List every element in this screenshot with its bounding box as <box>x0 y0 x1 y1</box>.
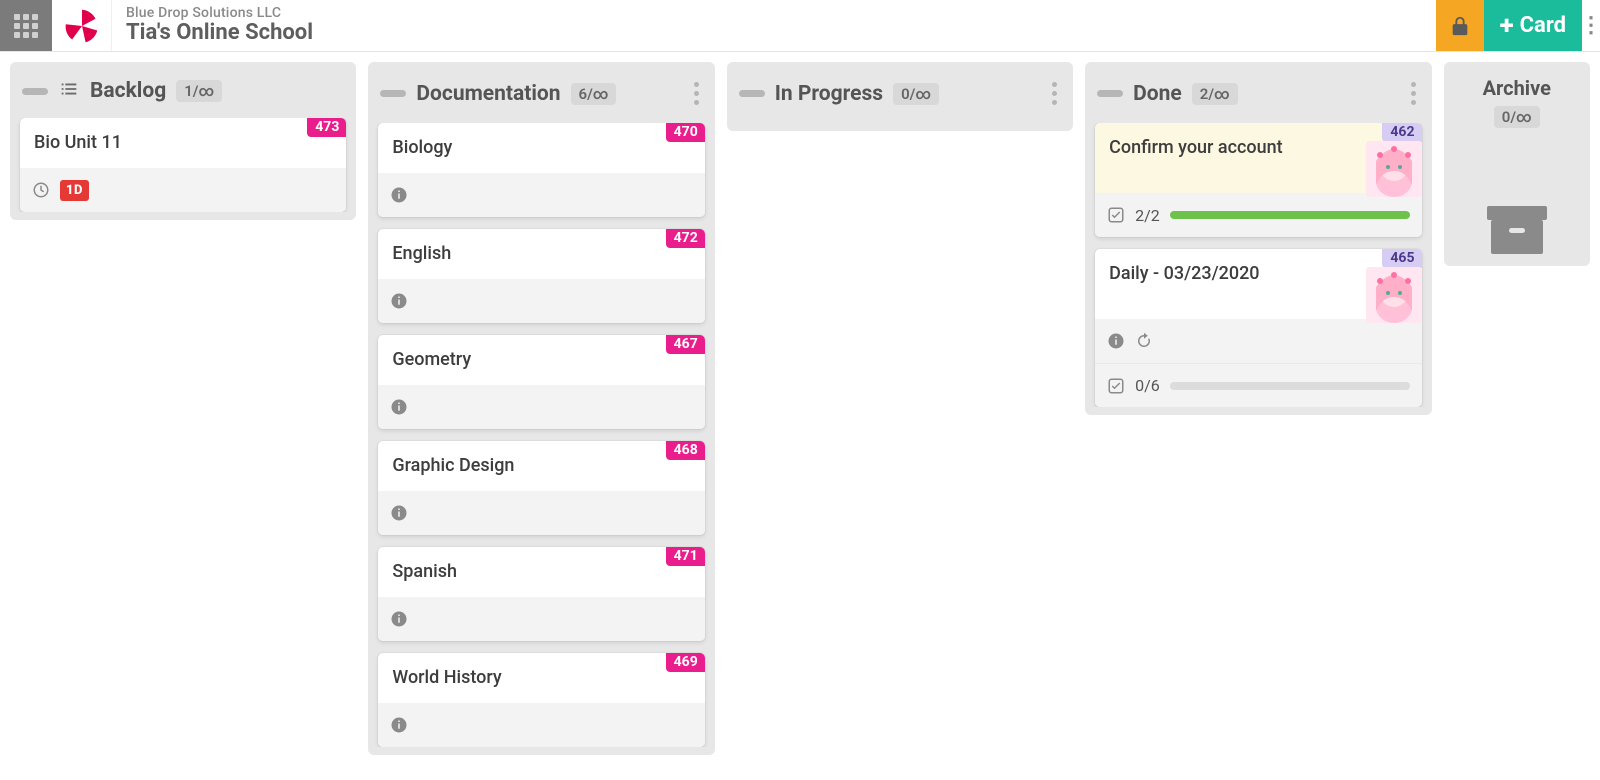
recurring-icon <box>1135 332 1153 350</box>
info-icon[interactable] <box>1107 332 1125 350</box>
card-id-badge: 471 <box>666 547 705 566</box>
due-badge: 1D <box>60 180 89 201</box>
column-count: 0/∞ <box>1494 106 1540 128</box>
kanban-card[interactable]: Bio Unit 11473 1D <box>20 118 346 212</box>
column-count: 2/∞ <box>1192 83 1238 105</box>
card-list: Biology470 English472 Geometry467 Graphic D… <box>368 123 714 747</box>
card-id-badge: 472 <box>666 229 705 248</box>
column-count: 0/∞ <box>893 83 939 105</box>
column-done: Done 2/∞ Confirm your account462 2/2 Daily… <box>1085 62 1431 415</box>
card-title: Confirm your account <box>1109 137 1407 158</box>
card-id-badge: 462 <box>1382 123 1421 142</box>
clock-icon <box>32 181 50 199</box>
info-icon[interactable] <box>390 610 408 628</box>
checklist-icon <box>1107 377 1125 395</box>
column-documentation: Documentation 6/∞ Biology470 English472 Ge… <box>368 62 714 755</box>
apps-grid-icon <box>14 14 38 38</box>
card-id-badge: 467 <box>666 335 705 354</box>
info-icon[interactable] <box>390 504 408 522</box>
add-card-button[interactable]: + Card <box>1484 0 1582 51</box>
kanban-card[interactable]: Confirm your account462 2/2 <box>1095 123 1421 237</box>
org-name: Blue Drop Solutions LLC <box>126 5 1422 21</box>
card-title: Daily - 03/23/2020 <box>1109 263 1407 284</box>
lock-icon <box>1449 15 1471 37</box>
card-id-badge: 468 <box>666 441 705 460</box>
card-id-badge: 470 <box>666 123 705 142</box>
drag-handle-icon[interactable] <box>1097 90 1123 97</box>
progress-bar <box>1170 382 1410 390</box>
column-header[interactable]: Backlog 1/∞ <box>10 62 356 118</box>
column-header: Archive 0/∞ <box>1444 62 1590 142</box>
checklist-count: 2/2 <box>1135 206 1160 225</box>
list-icon <box>58 78 80 104</box>
column-count: 1/∞ <box>176 80 222 102</box>
card-title: World History <box>392 667 690 688</box>
card-title: Spanish <box>392 561 690 582</box>
assignee-avatar[interactable] <box>1366 267 1422 323</box>
lock-button[interactable] <box>1436 0 1484 51</box>
card-list: Confirm your account462 2/2 Daily - 03/23/… <box>1085 123 1431 407</box>
column-count: 6/∞ <box>571 83 617 105</box>
column-title: Documentation <box>416 82 560 106</box>
card-id-badge: 469 <box>666 653 705 672</box>
info-icon[interactable] <box>390 292 408 310</box>
kanban-card[interactable]: Graphic Design468 <box>378 441 704 535</box>
column-in-progress: In Progress 0/∞ <box>727 62 1073 131</box>
kanban-card[interactable]: World History469 <box>378 653 704 747</box>
board-title-block[interactable]: Blue Drop Solutions LLC Tia's Online Sch… <box>112 0 1436 51</box>
kanban-card[interactable]: English472 <box>378 229 704 323</box>
column-header[interactable]: Done 2/∞ <box>1085 62 1431 123</box>
drag-handle-icon[interactable] <box>22 88 48 95</box>
column-title: Backlog <box>90 79 166 103</box>
column-menu-button[interactable] <box>1048 78 1061 109</box>
app-header: Blue Drop Solutions LLC Tia's Online Sch… <box>0 0 1600 52</box>
app-logo[interactable] <box>52 0 112 51</box>
info-icon[interactable] <box>390 398 408 416</box>
assignee-avatar[interactable] <box>1366 141 1422 197</box>
card-title: English <box>392 243 690 264</box>
header-actions: + Card ⋮ <box>1436 0 1600 51</box>
apps-menu-button[interactable] <box>0 0 52 51</box>
column-backlog: Backlog 1/∞ Bio Unit 11473 1D <box>10 62 356 220</box>
kanban-card[interactable]: Daily - 03/23/2020465 0/6 <box>1095 249 1421 407</box>
checklist-icon <box>1107 206 1125 224</box>
header-more-button[interactable]: ⋮ <box>1582 0 1600 51</box>
drag-handle-icon[interactable] <box>380 90 406 97</box>
info-icon[interactable] <box>390 716 408 734</box>
archive-box-icon <box>1485 202 1549 258</box>
kanban-card[interactable]: Biology470 <box>378 123 704 217</box>
drag-handle-icon[interactable] <box>739 90 765 97</box>
card-title: Graphic Design <box>392 455 690 476</box>
column-menu-button[interactable] <box>1407 78 1420 109</box>
progress-bar <box>1170 211 1410 219</box>
card-title: Biology <box>392 137 690 158</box>
kanban-card[interactable]: Geometry467 <box>378 335 704 429</box>
kanban-board: Backlog 1/∞ Bio Unit 11473 1D Documentati… <box>0 52 1600 780</box>
column-header[interactable]: Documentation 6/∞ <box>368 62 714 123</box>
card-title: Bio Unit 11 <box>34 132 332 153</box>
plus-icon: + <box>1500 13 1514 39</box>
column-title: In Progress <box>775 82 883 106</box>
logo-icon <box>64 8 100 44</box>
card-id-badge: 465 <box>1382 249 1421 268</box>
card-id-badge: 473 <box>307 118 346 137</box>
column-title: Archive <box>1483 76 1551 100</box>
card-list: Bio Unit 11473 1D <box>10 118 356 212</box>
checklist-count: 0/6 <box>1135 376 1160 395</box>
board-name: Tia's Online School <box>126 21 1422 45</box>
column-title: Done <box>1133 82 1182 106</box>
column-menu-button[interactable] <box>690 78 703 109</box>
card-title: Geometry <box>392 349 690 370</box>
column-header[interactable]: In Progress 0/∞ <box>727 62 1073 123</box>
column-archive[interactable]: Archive 0/∞ <box>1444 62 1590 266</box>
info-icon[interactable] <box>390 186 408 204</box>
kanban-card[interactable]: Spanish471 <box>378 547 704 641</box>
add-card-label: Card <box>1520 13 1566 38</box>
